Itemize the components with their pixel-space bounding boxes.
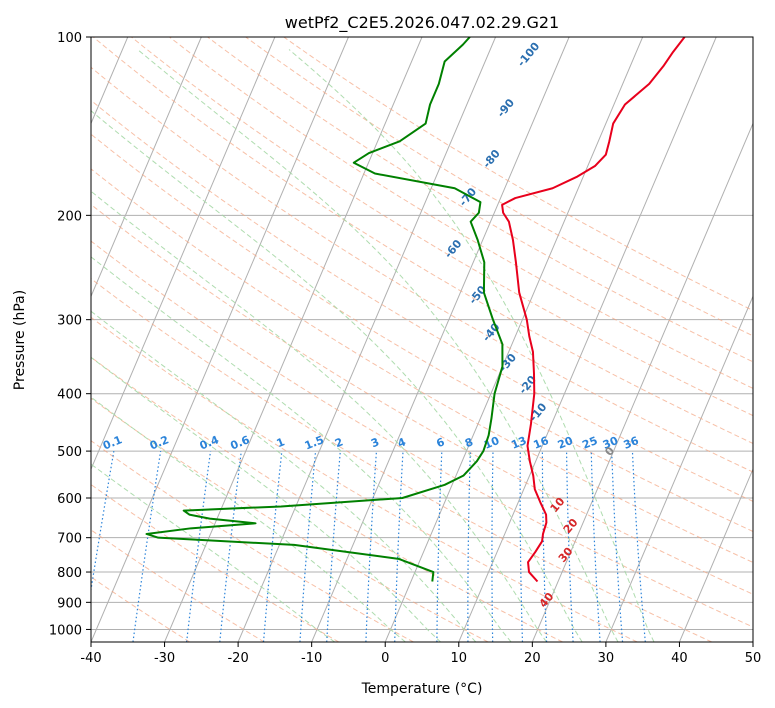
x-tick-label: -10: [301, 651, 322, 666]
dry-adiabat-line: [207, 37, 753, 363]
isotherm-line: [91, 37, 202, 298]
y-axis-label: Pressure (hPa): [12, 290, 28, 390]
x-tick-label: 30: [598, 651, 615, 666]
x-tick-label: -30: [154, 651, 175, 666]
y-tick-label: 700: [57, 532, 82, 547]
dry-adiabats: [91, 37, 753, 642]
y-tick-label: 300: [57, 314, 82, 329]
y-tick-label: 600: [57, 492, 82, 507]
mixing-ratio-label: 13: [509, 434, 528, 452]
y-tick-label: 100: [57, 31, 82, 46]
x-tick-label: 0: [381, 651, 389, 666]
moist-adiabat-line: [91, 310, 477, 642]
isotherm-line: [91, 37, 349, 642]
moist-adiabat-line: [288, 49, 655, 642]
mixing-ratio-lines: [91, 450, 646, 642]
dry-adiabat-line: [131, 37, 753, 417]
x-axis-label: Temperature (°C): [361, 681, 483, 697]
dry-adiabat-line: [91, 133, 753, 533]
moist-adiabat-line: [91, 396, 406, 642]
dry-adiabat-line: [91, 529, 265, 642]
dry-adiabat-line: [91, 316, 638, 642]
isotherm-line: [384, 37, 644, 642]
chart-title: wetPf2_C2E5.2026.047.02.29.G21: [285, 13, 559, 33]
mixing-ratio-label: 36: [622, 434, 641, 452]
plot-area: 0.1 0.2 0.4 0.6 1 1.5 2 3 4 6 8 10 13 16 20 25 30 36-100-…: [91, 37, 753, 642]
moist-adiabat-line: [91, 463, 336, 642]
moist-adiabat-line: [91, 190, 547, 642]
y-tick-label: 500: [57, 445, 82, 460]
dewpoint-profile: [145, 37, 504, 582]
mixing-ratio-line: [186, 451, 212, 642]
mixing-ratio-label: 30: [601, 434, 620, 452]
axis-ticks: -40 -30 -20 -10 0 10 20 30 40 50 100 200 300 400 500 60…: [49, 31, 761, 666]
moist-adiabats: [91, 49, 655, 642]
moist-adiabat-line: [137, 49, 619, 642]
sounding-profiles: [145, 37, 686, 583]
plot-frame: [90, 36, 754, 643]
mixing-ratio-label: 25: [580, 434, 599, 452]
isotherm-line: [605, 295, 753, 642]
dry-adiabat-line: [245, 37, 753, 337]
mixing-ratio-label: 16: [532, 434, 551, 452]
moist-adiabat-line: [91, 356, 441, 642]
dry-adiabat-line: [91, 483, 340, 642]
moist-adiabat-line: [91, 256, 512, 642]
mixing-ratio-line: [132, 451, 162, 642]
dry-adiabat-line: [92, 37, 753, 445]
y-tick-label: 1000: [49, 623, 82, 638]
isotherm-line: [458, 37, 717, 642]
dry-adiabat-line: [91, 203, 753, 595]
isotherm-line: [531, 122, 753, 642]
dry-adiabat-line: [91, 240, 753, 628]
mixing-ratio-label: 1: [275, 435, 287, 450]
mixing-ratio-line: [219, 451, 242, 642]
dry-adiabat-line: [91, 278, 712, 642]
mixing-ratio-label: 3: [369, 435, 381, 450]
x-tick-label: 40: [671, 651, 688, 666]
y-tick-label: 400: [57, 388, 82, 403]
x-tick-label: 20: [524, 651, 541, 666]
mixing-ratio-label: 8: [463, 435, 475, 450]
mixing-ratio-label: 2: [333, 435, 345, 450]
moist-adiabat-line: [91, 110, 583, 642]
isotherm-line: [678, 467, 753, 642]
x-tick-label: -20: [227, 651, 248, 666]
temperature-profile: [501, 37, 686, 583]
isotherm-line: [237, 37, 497, 642]
x-tick-label: 50: [745, 651, 762, 666]
x-tick-label: 10: [451, 651, 468, 666]
isotherm-line: [91, 37, 276, 471]
y-tick-label: 200: [57, 209, 82, 224]
mixing-ratio-label: 20: [556, 434, 575, 452]
dry-adiabat-line: [91, 99, 753, 502]
mixing-ratio-line: [91, 450, 115, 594]
x-tick-label: -40: [80, 651, 101, 666]
y-tick-label: 800: [57, 566, 82, 581]
y-tick-label: 900: [57, 596, 82, 611]
dry-adiabat-line: [91, 168, 753, 563]
dry-adiabat-line: [91, 66, 753, 473]
